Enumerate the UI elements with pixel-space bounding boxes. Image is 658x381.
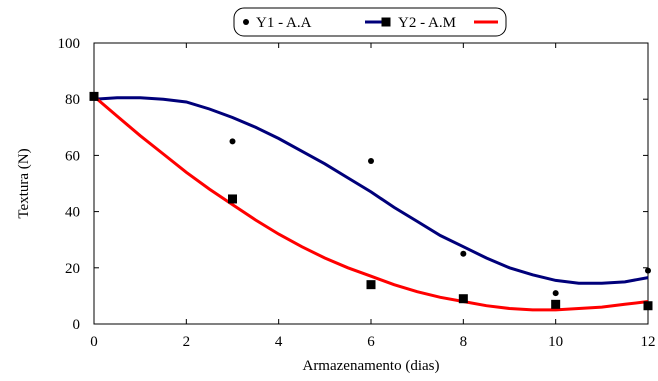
series-1-point — [368, 158, 374, 165]
series-2-point — [643, 301, 653, 311]
x-tick-label: 4 — [275, 334, 283, 350]
series-2-point — [366, 280, 376, 290]
y-axis-title: Textura (N) — [16, 148, 32, 218]
y-tick-label: 80 — [65, 92, 80, 108]
legend-label-1: Y1 - A.A — [256, 15, 312, 31]
x-tick-label: 10 — [548, 334, 563, 350]
series-2-fit-line — [93, 95, 649, 312]
legend-marker-2 — [381, 17, 391, 27]
series-1-point — [552, 290, 559, 297]
series-2-point — [551, 299, 561, 309]
y-tick-label: 60 — [65, 148, 80, 164]
series-1-point — [645, 267, 651, 274]
series-1-point — [229, 138, 236, 145]
series-1-fit-line — [93, 96, 649, 285]
series-1-point — [460, 250, 467, 257]
plot-area: 0 2 4 6 8 10 12 0 20 40 60 80 100 — [58, 36, 656, 350]
x-tick-label: 12 — [641, 334, 656, 350]
series-2-point — [228, 194, 237, 204]
y-tick-label: 40 — [65, 205, 80, 221]
x-tick-label: 2 — [183, 334, 191, 350]
y-tick-label: 0 — [73, 317, 81, 333]
x-axis-title: Armazenamento (dias) — [302, 358, 439, 374]
legend: Y1 - A.A Y2 - A.M — [233, 7, 507, 37]
y-tick-label: 100 — [58, 36, 81, 52]
y-tick-label: 20 — [65, 261, 80, 277]
x-tick-label: 0 — [90, 334, 98, 350]
x-tick-label: 6 — [367, 334, 375, 350]
x-tick-label: 8 — [460, 334, 468, 350]
legend-label-2: Y2 - A.M — [398, 15, 456, 31]
legend-marker-1 — [243, 19, 249, 25]
series-2-point — [89, 91, 99, 101]
series-2-point — [458, 294, 468, 304]
